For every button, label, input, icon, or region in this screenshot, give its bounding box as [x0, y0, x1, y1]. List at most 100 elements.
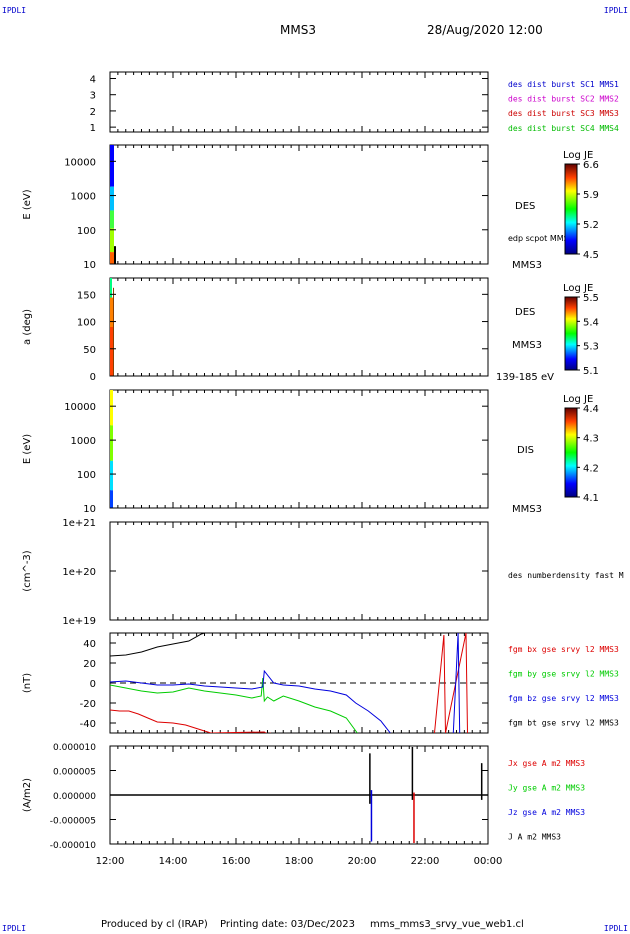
- current-ylabel: (A/m2): [22, 778, 33, 812]
- burst-legend-item: des dist burst SC3 MMS3: [508, 109, 619, 118]
- time-axis-label: 00:00: [474, 856, 503, 867]
- burst-ytick-label: 4: [90, 74, 96, 85]
- des-energy-ytick-label: 1000: [71, 192, 96, 203]
- des-energy-ylabel: E (eV): [22, 189, 33, 219]
- time-axis-label: 16:00: [222, 856, 251, 867]
- des-energy-colorbar-label: 4.5: [583, 250, 599, 261]
- dis-energy-colorbar-label: 4.1: [583, 493, 599, 504]
- panel-density-frame: [109, 521, 489, 621]
- des-energy-sc-label: MMS3: [512, 260, 542, 271]
- field-series-by: [110, 677, 358, 733]
- des-energy-ytick-label: 10000: [64, 157, 96, 168]
- time-axis-label: 22:00: [411, 856, 440, 867]
- field-ytick-label: -20: [80, 699, 96, 710]
- current-ytick-label: -0.000010: [50, 841, 96, 851]
- des-energy-ytick-label: 10: [83, 260, 96, 271]
- density-ylabel: (cm^-3): [22, 550, 33, 591]
- dis-energy-data-strip: [110, 390, 113, 426]
- des-energy-data-strip: [110, 210, 114, 229]
- dis-energy-data-strip: [110, 425, 113, 461]
- burst-ytick-label: 2: [90, 107, 96, 118]
- des-energy-data-strip: [114, 246, 116, 264]
- des-energy-data-strip: [110, 228, 114, 253]
- dis-energy-side-label: DIS: [517, 445, 534, 456]
- des-energy-side-label: DES: [515, 201, 535, 212]
- current-ytick-label: -0.000005: [50, 817, 96, 827]
- corner-label-top-left: IPDLI: [2, 6, 27, 15]
- des-energy-data-strip: [110, 252, 114, 264]
- field-legend-item: fgm bt gse srvy l2 MMS3: [508, 719, 619, 728]
- current-legend-item: Jy gse A m2 MMS3: [508, 784, 585, 793]
- current-ytick-label: 0.000010: [53, 743, 96, 753]
- dis-energy-ylabel: E (eV): [22, 434, 33, 464]
- des-pitch-ylabel: a (deg): [22, 309, 33, 345]
- des-energy-colorbar-title: Log JE: [563, 150, 593, 161]
- dis-energy-colorbar-label: 4.3: [583, 434, 599, 445]
- corner-label-top-right: IPDLI: [603, 6, 628, 15]
- des-energy-colorbar: [564, 163, 578, 255]
- dis-energy-colorbar-label: 4.2: [583, 463, 599, 474]
- des-pitch-data-strip: [110, 278, 112, 298]
- time-axis-label: 14:00: [159, 856, 188, 867]
- des-pitch-data-strip: [113, 287, 114, 376]
- density-ytick-label: 1e+20: [62, 567, 96, 578]
- footer-file-name: mms_mms3_srvy_vue_web1.cl: [370, 919, 524, 930]
- time-axis-label: 20:00: [348, 856, 377, 867]
- des-energy-ytick-label: 100: [77, 226, 96, 237]
- des-pitch-energy-label: 139-185 eV: [496, 372, 554, 383]
- panel-burst-frame: [109, 71, 489, 133]
- burst-legend-item: des dist burst SC4 MMS4: [508, 124, 619, 133]
- des-pitch-colorbar-label: 5.4: [583, 317, 599, 328]
- des-energy-scpot-label: edp scpot MMS3: [508, 234, 574, 243]
- des-energy-data-strip: [110, 186, 114, 211]
- des-pitch-ytick-label: 100: [77, 318, 96, 329]
- dis-energy-ytick-label: 1000: [71, 436, 96, 447]
- dis-energy-data-strip: [110, 490, 113, 508]
- dis-energy-data-strip: [110, 460, 113, 491]
- dis-energy-frame: [109, 389, 489, 509]
- field-series-bx: [110, 709, 271, 733]
- datetime-title: 28/Aug/2020 12:00: [427, 23, 543, 37]
- des-pitch-colorbar-title: Log JE: [563, 283, 593, 294]
- field-ytick-label: -40: [80, 719, 96, 730]
- current-legend-item: Jx gse A m2 MMS3: [508, 759, 585, 768]
- current-ytick-label: 0.000000: [53, 792, 96, 802]
- corner-label-bottom-right: IPDLI: [603, 924, 628, 933]
- field-legend-item: fgm bx gse srvy l2 MMS3: [508, 645, 619, 654]
- des-pitch-ytick-label: 150: [77, 290, 96, 301]
- field-legend-item: fgm by gse srvy l2 MMS3: [508, 670, 619, 679]
- density-ytick-label: 1e+21: [62, 518, 96, 529]
- field-series-bz: [110, 669, 391, 733]
- footer-produced-by: Produced by cl (IRAP): [101, 919, 208, 930]
- des-energy-colorbar-label: 5.9: [583, 190, 599, 201]
- des-pitch-colorbar-label: 5.3: [583, 342, 599, 353]
- des-pitch-colorbar-label: 5.1: [583, 366, 599, 377]
- corner-label-bottom-left: IPDLI: [2, 924, 27, 933]
- field-ytick-label: 0: [90, 679, 96, 690]
- current-legend-item: J A m2 MMS3: [508, 833, 561, 842]
- density-ytick-label: 1e+19: [62, 616, 96, 627]
- time-axis-label: 18:00: [285, 856, 314, 867]
- des-energy-data-strip: [110, 145, 114, 187]
- des-pitch-colorbar: [564, 296, 578, 371]
- des-pitch-data-strip: [110, 297, 113, 327]
- field-ytick-label: 20: [83, 659, 96, 670]
- dis-energy-colorbar-title: Log JE: [563, 394, 593, 405]
- burst-ytick-label: 3: [90, 91, 96, 102]
- dis-energy-sc-label: MMS3: [512, 504, 542, 515]
- current-ytick-label: 0.000005: [53, 768, 96, 778]
- field-series-bt: [110, 633, 207, 657]
- burst-legend-item: des dist burst SC2 MMS2: [508, 95, 619, 104]
- des-pitch-side-label: DES: [515, 307, 535, 318]
- density-legend-item: des numberdensity fast M: [508, 571, 624, 580]
- dis-energy-colorbar-label: 4.4: [583, 404, 599, 415]
- dis-energy-colorbar: [564, 407, 578, 498]
- time-axis-label: 12:00: [96, 856, 125, 867]
- field-ylabel: (nT): [22, 673, 33, 693]
- footer-printing-date: Printing date: 03/Dec/2023: [220, 919, 356, 930]
- des-energy-colorbar-label: 5.2: [583, 220, 599, 231]
- current-legend-item: Jz gse A m2 MMS3: [508, 808, 585, 817]
- spacecraft-title: MMS3: [280, 23, 316, 37]
- burst-legend-item: des dist burst SC1 MMS1: [508, 80, 619, 89]
